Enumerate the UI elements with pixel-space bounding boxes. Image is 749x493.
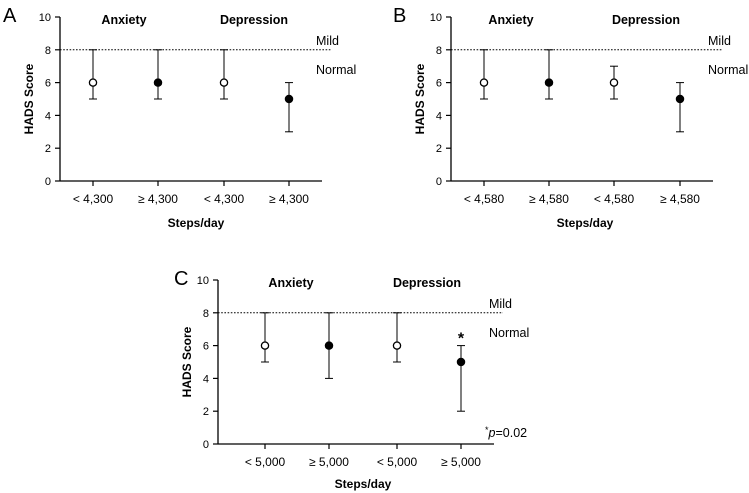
reference-label-normal: Normal	[316, 63, 356, 77]
x-category-label: ≥ 4,300	[138, 192, 178, 206]
y-axis: 0 2 4 6 8 10	[197, 275, 219, 451]
panel-c: C HADS Score Steps/day Anxiety Depressio…	[174, 268, 529, 491]
x-category-label: ≥ 5,000	[441, 455, 481, 469]
data-points	[88, 49, 294, 133]
y-tick-label: 4	[436, 110, 442, 122]
median-point-filled	[284, 94, 294, 104]
y-tick-label: 2	[203, 406, 209, 418]
y-tick-label: 10	[39, 12, 51, 24]
median-point-open	[260, 341, 270, 350]
y-tick-label: 8	[436, 45, 442, 57]
group-label-depression: Depression	[393, 276, 461, 290]
p-value-p: p	[488, 426, 496, 440]
median-point-open	[609, 78, 619, 87]
y-tick-label: 4	[203, 373, 209, 385]
median-point-filled	[324, 341, 334, 350]
y-tick-label: 2	[436, 143, 442, 155]
x-axis-title: Steps/day	[335, 477, 392, 491]
panel-letter: A	[3, 5, 17, 27]
panel-letter: B	[393, 5, 406, 27]
x-axis-title: Steps/day	[168, 216, 225, 230]
median-point-open	[88, 78, 98, 87]
median-point-open	[392, 341, 402, 350]
x-category-label: < 4,580	[464, 192, 505, 206]
x-category-label: < 5,000	[377, 455, 418, 469]
group-label-anxiety: Anxiety	[101, 13, 146, 27]
p-value-rest: =0.02	[495, 426, 527, 440]
y-tick-label: 10	[430, 12, 442, 24]
reference-label-normal: Normal	[708, 63, 748, 77]
median-point-filled	[456, 357, 466, 367]
group-label-depression: Depression	[220, 13, 288, 27]
y-tick-label: 0	[436, 176, 442, 188]
x-axis: < 5,000 ≥ 5,000 < 5,000 ≥ 5,000	[218, 443, 494, 469]
x-category-label: < 4,300	[204, 192, 245, 206]
y-axis-title: HADS Score	[413, 63, 427, 134]
y-tick-label: 8	[203, 308, 209, 320]
group-label-anxiety: Anxiety	[268, 276, 313, 290]
y-axis: 0 2 4 6 8 10	[430, 12, 452, 188]
x-category-label: ≥ 4,580	[529, 192, 569, 206]
group-label-depression: Depression	[612, 13, 680, 27]
y-tick-label: 6	[45, 78, 51, 90]
x-axis: < 4,580 ≥ 4,580 < 4,580 ≥ 4,580	[451, 180, 713, 206]
y-tick-label: 10	[197, 275, 209, 287]
x-category-label: < 4,580	[594, 192, 635, 206]
p-value-star: *	[485, 425, 489, 435]
x-category-label: ≥ 5,000	[309, 455, 349, 469]
reference-label-mild: Mild	[316, 34, 339, 48]
y-tick-label: 6	[436, 78, 442, 90]
x-category-label: < 4,300	[73, 192, 114, 206]
median-point-open	[219, 78, 229, 87]
median-point-filled	[675, 94, 685, 104]
x-category-label: < 5,000	[245, 455, 286, 469]
median-point-filled	[153, 78, 163, 87]
group-label-anxiety: Anxiety	[488, 13, 533, 27]
median-point-open	[479, 78, 489, 87]
x-category-label: ≥ 4,580	[660, 192, 700, 206]
reference-label-normal: Normal	[489, 326, 529, 340]
x-axis: < 4,300 ≥ 4,300 < 4,300 ≥ 4,300	[60, 180, 322, 206]
y-tick-label: 2	[45, 143, 51, 155]
y-tick-label: 0	[45, 176, 51, 188]
panel-letter: C	[174, 268, 188, 290]
data-points: *	[260, 312, 466, 412]
data-points	[479, 49, 685, 133]
y-tick-label: 4	[45, 110, 51, 122]
panel-b: B HADS Score Steps/day Anxiety Depressio…	[393, 5, 748, 230]
reference-label-mild: Mild	[708, 34, 731, 48]
reference-label-mild: Mild	[489, 297, 512, 311]
y-axis-title: HADS Score	[180, 326, 194, 397]
median-point-filled	[544, 78, 554, 87]
significance-star: *	[458, 331, 465, 348]
panel-a: A HADS Score Steps/day Anxiety Depressio…	[3, 5, 356, 230]
p-value-note: *p=0.02	[485, 425, 527, 440]
y-tick-label: 6	[203, 341, 209, 353]
y-axis-title: HADS Score	[22, 63, 36, 134]
x-category-label: ≥ 4,300	[269, 192, 309, 206]
y-tick-label: 0	[203, 439, 209, 451]
y-tick-label: 8	[45, 45, 51, 57]
y-axis: 0 2 4 6 8 10	[39, 12, 61, 188]
x-axis-title: Steps/day	[557, 216, 614, 230]
